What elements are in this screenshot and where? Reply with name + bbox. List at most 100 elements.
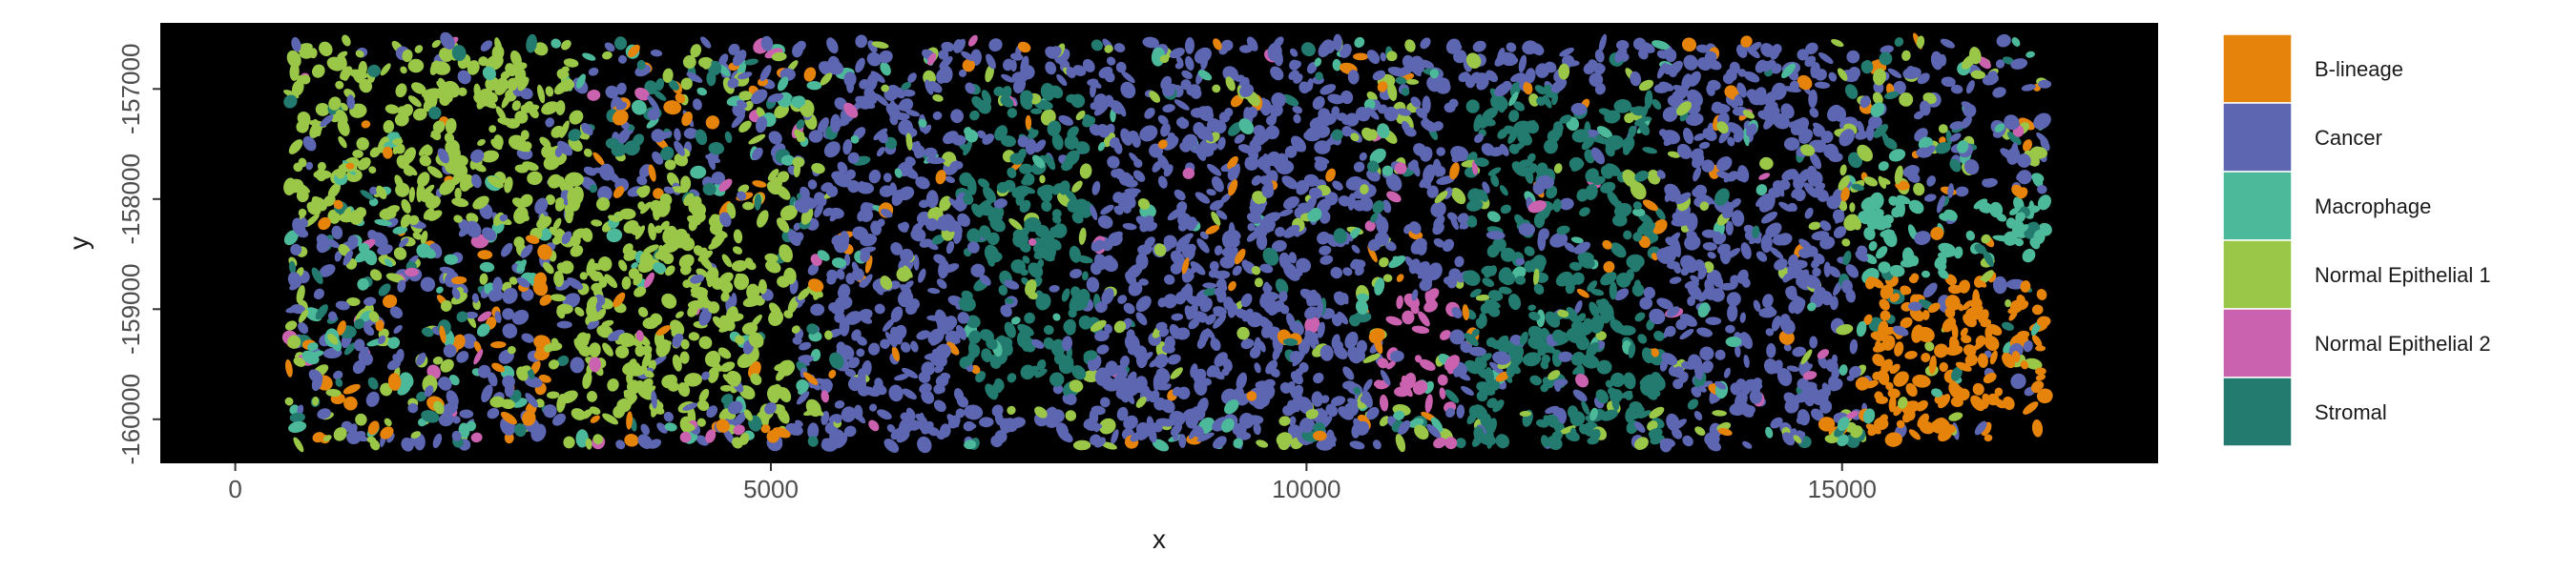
cell-point [545, 117, 555, 128]
cell-point [1393, 410, 1405, 420]
cell-point [420, 230, 428, 245]
cell-point [706, 405, 718, 419]
cell-point [1064, 134, 1079, 150]
cell-point [732, 246, 743, 255]
cell-point [592, 434, 604, 445]
cell-point [1245, 415, 1264, 425]
legend-label: Normal Epithelial 1 [2315, 263, 2491, 287]
cell-point [888, 384, 904, 402]
cell-point [298, 321, 309, 335]
cell-point [1460, 340, 1473, 354]
cell-point [493, 134, 504, 148]
cell-point [304, 214, 320, 228]
cell-point [1702, 241, 1717, 252]
cell-point [431, 39, 441, 49]
y-tick-label: -158000 [116, 153, 145, 244]
cell-point [1731, 210, 1745, 227]
cell-point [975, 371, 987, 383]
cell-point [1298, 202, 1313, 211]
cell-point [1610, 242, 1627, 258]
cell-point [1921, 353, 1931, 362]
cell-point [487, 407, 500, 419]
cell-point [1887, 68, 1902, 79]
cell-point [1253, 422, 1261, 436]
cell-point [1595, 331, 1607, 341]
cell-point [355, 413, 367, 426]
cell-point [564, 172, 584, 187]
cell-point [407, 95, 422, 108]
cell-point [533, 42, 549, 56]
cell-point [1185, 55, 1195, 72]
cell-point [1882, 229, 1898, 248]
y-tick-label: -159000 [116, 264, 145, 355]
cell-point [1506, 42, 1517, 52]
legend-label: Macrophage [2315, 194, 2431, 218]
cell-point [1654, 207, 1666, 220]
cell-point [1610, 372, 1626, 388]
cell-point [1418, 311, 1430, 327]
cell-point [408, 187, 415, 203]
legend-key [2222, 33, 2293, 104]
cell-point [1786, 365, 1800, 373]
cell-point [1113, 43, 1126, 53]
cell-point [1498, 286, 1512, 295]
cell-point [950, 109, 965, 124]
cell-point [1254, 277, 1263, 288]
cell-point [664, 159, 676, 171]
cell-point [799, 341, 812, 351]
cell-point [1468, 346, 1486, 357]
cell-point [1528, 93, 1540, 107]
cell-point [327, 183, 342, 198]
cell-point [343, 396, 358, 411]
cell-point [1845, 289, 1856, 303]
cell-point [587, 89, 601, 101]
cell-point [842, 138, 853, 155]
cell-point [1572, 389, 1588, 402]
cell-point [1518, 222, 1536, 236]
cell-point [1699, 346, 1714, 361]
cell-point [1487, 306, 1501, 317]
cell-point [1818, 356, 1828, 369]
cell-point [1800, 349, 1813, 365]
cell-point [356, 137, 369, 151]
cell-point [884, 136, 898, 150]
cell-point [1534, 85, 1547, 95]
cell-point [748, 133, 766, 145]
legend-label: B-lineage [2315, 57, 2403, 81]
cell-point [844, 409, 852, 419]
cell-point [817, 117, 829, 133]
cell-point [877, 409, 892, 420]
cell-point [1072, 65, 1087, 76]
cell-point [1690, 275, 1700, 283]
cell-point [524, 376, 543, 388]
cell-point [724, 131, 733, 144]
cell-point [1379, 416, 1390, 427]
cell-point [2037, 194, 2051, 211]
cell-point [1364, 220, 1376, 232]
cell-point [1632, 37, 1647, 51]
cell-point [478, 56, 488, 67]
cell-point [1570, 160, 1585, 172]
cell-point [1529, 375, 1542, 386]
cell-point [998, 284, 1008, 296]
cell-point [711, 171, 725, 185]
cell-point [1209, 260, 1219, 272]
cell-point [1965, 230, 1976, 241]
cell-point [2010, 58, 2028, 70]
cell-point [1152, 439, 1170, 452]
cell-point [488, 125, 497, 133]
cell-point [1804, 55, 1817, 68]
cell-point [448, 374, 460, 386]
cell-point [1683, 54, 1698, 71]
cell-point [602, 342, 613, 357]
cell-point [604, 42, 615, 52]
cell-point [1338, 195, 1351, 207]
cell-point [380, 63, 391, 76]
cell-point [913, 254, 920, 271]
cell-point [604, 274, 618, 289]
cell-point [368, 197, 379, 207]
cell-point [426, 166, 443, 178]
cell-point [1574, 299, 1583, 315]
cell-point [883, 439, 900, 453]
cell-point [1278, 252, 1291, 270]
